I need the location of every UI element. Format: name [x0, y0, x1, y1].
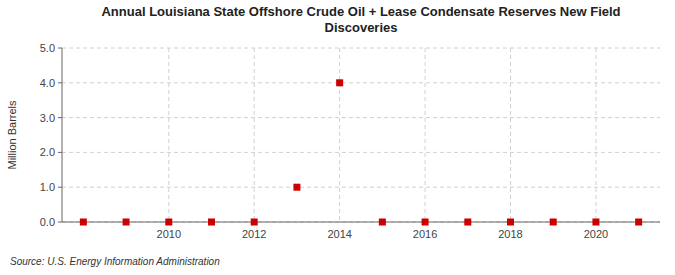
- grid-line: [254, 48, 255, 222]
- tick-label: 0.0: [40, 216, 55, 228]
- tick-label: 2010: [157, 228, 181, 240]
- chart: Annual Louisiana State Offshore Crude Oi…: [0, 0, 675, 275]
- tick-label: 5.0: [40, 42, 55, 54]
- grid-line: [62, 117, 660, 118]
- tick-label: 2020: [584, 228, 608, 240]
- grid-line: [62, 222, 660, 223]
- axis-label: Million Barrels: [6, 100, 18, 170]
- point: [635, 219, 642, 226]
- tick-label: 2014: [327, 228, 351, 240]
- grid-line: [595, 48, 596, 222]
- tick-mark: [58, 152, 62, 153]
- point: [422, 219, 429, 226]
- point: [208, 219, 215, 226]
- tick-label: 3.0: [40, 112, 55, 124]
- grid-line: [62, 82, 660, 83]
- grid-line: [62, 48, 660, 49]
- point: [464, 219, 471, 226]
- x-axis-line: [62, 222, 660, 223]
- point: [336, 79, 343, 86]
- tick-label: 2016: [413, 228, 437, 240]
- tick-label: 4.0: [40, 77, 55, 89]
- grid-line: [62, 187, 660, 188]
- tick-label: 2018: [498, 228, 522, 240]
- title: Annual Louisiana State Offshore Crude Oi…: [101, 4, 620, 35]
- source-note: Source: U.S. Energy Information Administ…: [10, 256, 220, 267]
- tick-label: 1.0: [40, 181, 55, 193]
- point: [507, 219, 514, 226]
- tick-label: 2012: [242, 228, 266, 240]
- grid-line: [168, 48, 169, 222]
- point: [165, 219, 172, 226]
- tick-mark: [58, 187, 62, 188]
- point: [550, 219, 557, 226]
- grid-line: [510, 48, 511, 222]
- point: [123, 219, 130, 226]
- tick-mark: [58, 48, 62, 49]
- point: [592, 219, 599, 226]
- tick-mark: [58, 222, 62, 223]
- grid-line: [62, 152, 660, 153]
- grid-line: [425, 48, 426, 222]
- tick-mark: [58, 117, 62, 118]
- point: [251, 219, 258, 226]
- point: [379, 219, 386, 226]
- tick-mark: [58, 82, 62, 83]
- point: [293, 184, 300, 191]
- tick-label: 2.0: [40, 146, 55, 158]
- point: [80, 219, 87, 226]
- y-axis-line: [62, 48, 63, 222]
- grid-line: [339, 48, 340, 222]
- points: [80, 79, 642, 225]
